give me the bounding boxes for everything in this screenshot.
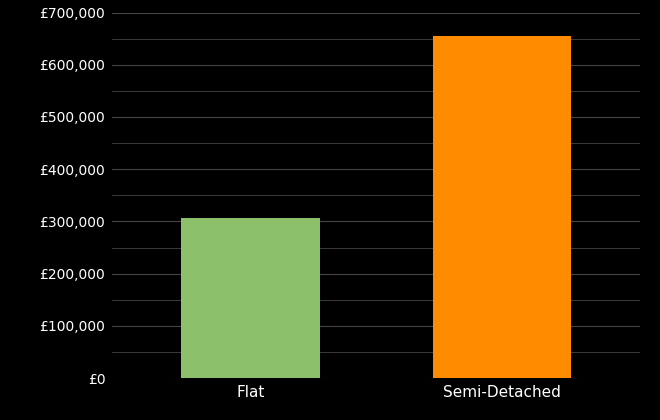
- Bar: [182, 218, 319, 378]
- Bar: [433, 36, 571, 378]
